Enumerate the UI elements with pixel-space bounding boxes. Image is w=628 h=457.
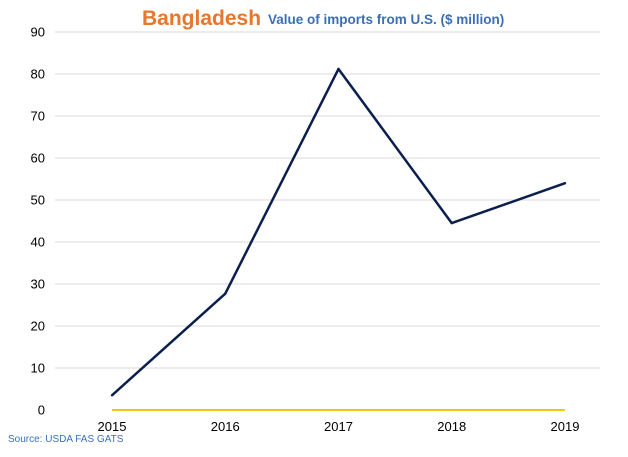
y-tick-label: 90 <box>31 25 45 40</box>
y-tick-label: 70 <box>31 109 45 124</box>
y-tick-label: 10 <box>31 361 45 376</box>
y-tick-label: 20 <box>31 319 45 334</box>
x-tick-label: 2018 <box>437 419 466 434</box>
chart-subtitle: Value of imports from U.S. ($ million) <box>268 12 504 27</box>
data-point <box>337 67 340 71</box>
x-tick-label: 2017 <box>324 419 353 434</box>
series-line <box>111 67 566 397</box>
source-note: Source: USDA FAS GATS <box>8 434 124 445</box>
x-tick-label: 2015 <box>98 419 127 434</box>
y-tick-label: 40 <box>31 235 45 250</box>
y-tick-label: 80 <box>31 67 45 82</box>
chart-title: Bangladesh <box>142 7 261 30</box>
x-tick-label: 2016 <box>211 419 240 434</box>
data-point <box>563 182 567 185</box>
y-tick-label: 30 <box>31 277 45 292</box>
data-point <box>224 292 227 295</box>
data-point <box>110 394 114 397</box>
y-tick-label: 50 <box>31 193 45 208</box>
y-tick-label: 60 <box>31 151 45 166</box>
gridlines <box>55 31 600 369</box>
y-axis-ticks: 0 10 20 30 40 50 60 70 80 90 <box>31 25 45 418</box>
x-axis-ticks: 2015 2016 2017 2018 2019 <box>98 419 580 434</box>
data-point <box>450 221 453 225</box>
x-tick-label: 2019 <box>551 419 580 434</box>
y-tick-label: 0 <box>38 403 45 418</box>
series-lines <box>110 67 567 397</box>
